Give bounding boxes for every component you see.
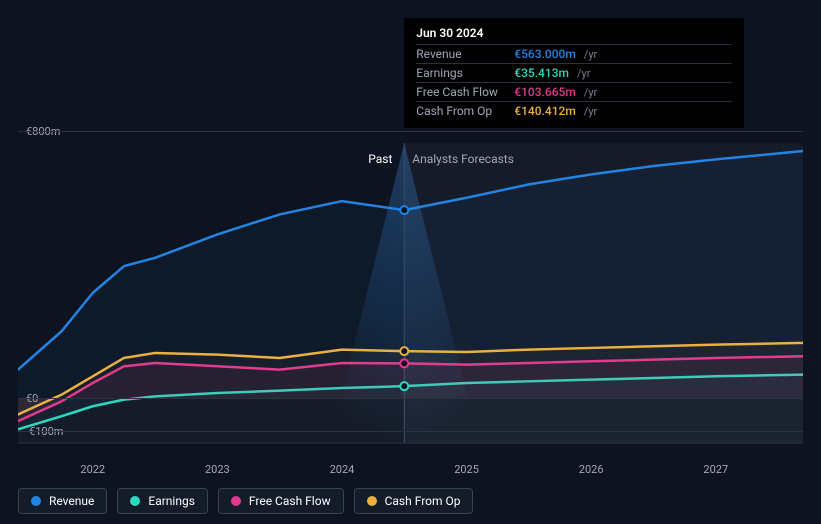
tooltip-label: Cash From Op [416,104,506,118]
x-axis-label: 2024 [330,463,355,476]
tooltip-label: Earnings [416,66,506,80]
tooltip-value: €35.413m [514,66,569,80]
section-label-past: Past [368,152,392,166]
hover-tooltip: Jun 30 2024 Revenue €563.000m /yr Earnin… [404,18,744,128]
tooltip-row-cfo: Cash From Op €140.412m /yr [416,101,732,120]
tooltip-label: Revenue [416,47,506,61]
x-axis-label: 2026 [579,463,604,476]
tooltip-label: Free Cash Flow [416,85,506,99]
x-axis-label: 2027 [703,463,728,476]
tooltip-row-revenue: Revenue €563.000m /yr [416,44,732,63]
legend-swatch-icon [231,496,241,506]
legend-label: Cash From Op [385,494,461,508]
legend: Revenue Earnings Free Cash Flow Cash Fro… [18,488,473,514]
x-axis-label: 2025 [454,463,479,476]
tooltip-value: €140.412m [514,104,576,118]
tooltip-suffix: /yr [584,105,597,118]
section-label-forecasts: Analysts Forecasts [412,152,514,166]
tooltip-value: €563.000m [514,47,576,61]
x-axis-labels: 2022 2023 2024 2025 2026 2027 [18,463,803,479]
legend-label: Earnings [148,494,195,508]
x-axis-label: 2022 [80,463,105,476]
legend-label: Free Cash Flow [249,494,331,508]
legend-swatch-icon [367,496,377,506]
legend-item-fcf[interactable]: Free Cash Flow [218,488,344,514]
tooltip-suffix: /yr [584,48,597,61]
tooltip-suffix: /yr [584,86,597,99]
financials-forecast-chart: €800m €0 -€100m PastAnalysts Forecasts J… [0,0,821,524]
tooltip-date: Jun 30 2024 [416,26,732,40]
tooltip-row-fcf: Free Cash Flow €103.665m /yr [416,82,732,101]
x-axis-label: 2023 [205,463,230,476]
legend-label: Revenue [49,494,94,508]
legend-swatch-icon [130,496,140,506]
legend-item-cfo[interactable]: Cash From Op [354,488,474,514]
legend-item-earnings[interactable]: Earnings [117,488,208,514]
legend-swatch-icon [31,496,41,506]
tooltip-suffix: /yr [577,67,590,80]
tooltip-value: €103.665m [514,85,576,99]
tooltip-row-earnings: Earnings €35.413m /yr [416,63,732,82]
legend-item-revenue[interactable]: Revenue [18,488,107,514]
